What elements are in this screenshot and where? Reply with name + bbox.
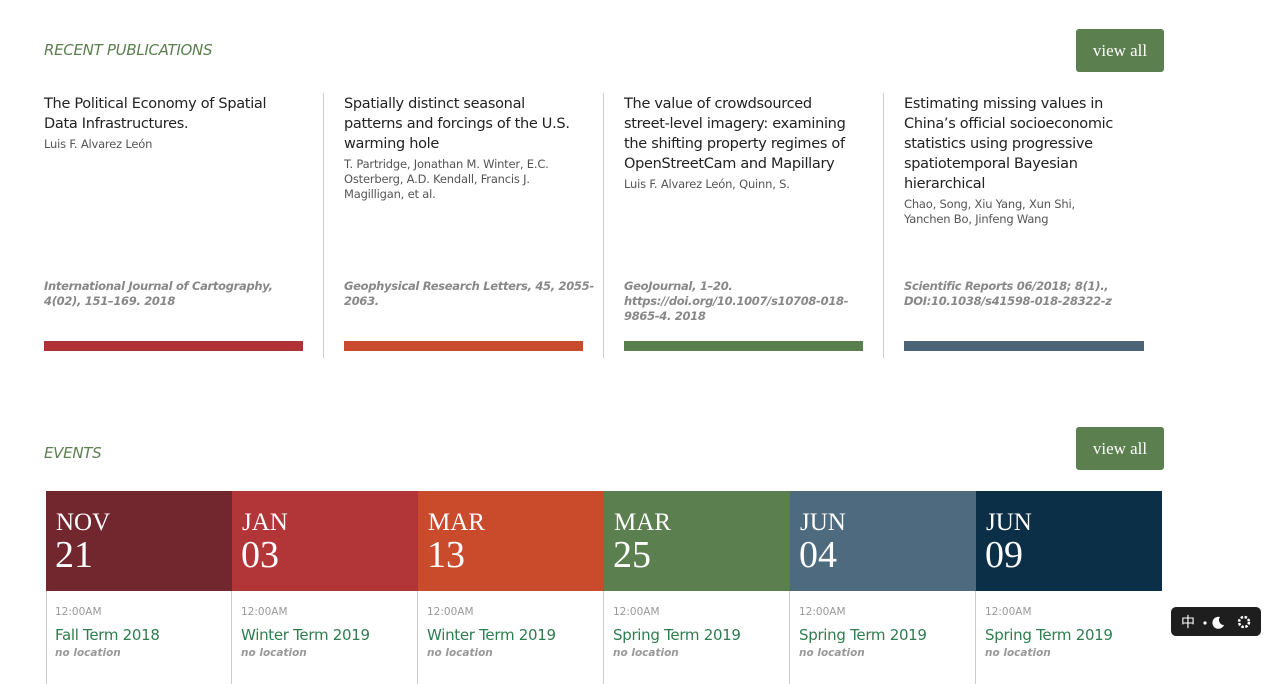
event-month: MAR xyxy=(614,509,671,536)
event-info: 12:00AM Spring Term 2019 no location xyxy=(985,606,1161,659)
column-divider xyxy=(883,93,884,358)
event-title[interactable]: Spring Term 2019 xyxy=(613,626,741,644)
event-info: 12:00AM Winter Term 2019 no location xyxy=(427,606,603,659)
event-day: 04 xyxy=(799,534,837,576)
event-location: no location xyxy=(799,647,865,659)
publication-authors: Luis F. Alvarez León xyxy=(44,137,153,151)
event-month: NOV xyxy=(56,509,111,536)
color-bar xyxy=(904,341,1144,351)
event-title[interactable]: Spring Term 2019 xyxy=(985,626,1113,644)
event-month: JUN xyxy=(986,509,1032,536)
publication-authors: Luis F. Alvarez León, Quinn, S. xyxy=(624,177,790,191)
event-date-tile[interactable]: JUN 04 xyxy=(790,491,976,591)
event-month: MAR xyxy=(428,509,485,536)
publication-citation: Scientific Reports 06/2018; 8(1)., DOI:1… xyxy=(904,279,1112,308)
event-month: JUN xyxy=(800,509,846,536)
publication-card[interactable]: The Political Economy of Spatial Data In… xyxy=(44,94,303,356)
column-divider xyxy=(231,591,232,684)
publication-authors: Chao, Song, Xiu Yang, Xun Shi, Yanchen B… xyxy=(904,197,1075,226)
event-day: 13 xyxy=(427,534,465,576)
publication-title[interactable]: Estimating missing values in China’s off… xyxy=(904,96,1114,192)
column-divider xyxy=(975,591,976,684)
publication-citation: International Journal of Cartography, 4(… xyxy=(44,279,273,308)
event-location: no location xyxy=(985,647,1051,659)
event-time: 12:00AM xyxy=(613,606,660,618)
event-title[interactable]: Winter Term 2019 xyxy=(427,626,556,644)
publication-title[interactable]: The value of crowdsourced street-level i… xyxy=(624,96,846,172)
view-all-button[interactable]: view all xyxy=(1076,427,1164,470)
event-time: 12:00AM xyxy=(985,606,1032,618)
color-bar xyxy=(44,341,303,351)
event-location: no location xyxy=(55,647,121,659)
publication-card[interactable]: The value of crowdsourced street-level i… xyxy=(624,94,882,356)
column-divider xyxy=(46,591,47,684)
event-date-tile[interactable]: MAR 13 xyxy=(418,491,604,591)
column-divider xyxy=(603,591,604,684)
event-month: JAN xyxy=(242,509,288,536)
event-time: 12:00AM xyxy=(427,606,474,618)
column-divider xyxy=(323,93,324,358)
color-bar xyxy=(624,341,863,351)
publication-card[interactable]: Spatially distinct seasonal patterns and… xyxy=(344,94,602,356)
event-info: 12:00AM Spring Term 2019 no location xyxy=(613,606,789,659)
event-date-tile[interactable]: JAN 03 xyxy=(232,491,418,591)
publication-citation: GeoJournal, 1–20. https://doi.org/10.100… xyxy=(624,279,849,323)
event-time: 12:00AM xyxy=(799,606,846,618)
column-divider xyxy=(789,591,790,684)
ime-mode[interactable]: 中 xyxy=(1181,615,1195,631)
publication-title[interactable]: Spatially distinct seasonal patterns and… xyxy=(344,96,570,152)
event-time: 12:00AM xyxy=(55,606,102,618)
event-title[interactable]: Winter Term 2019 xyxy=(241,626,370,644)
section-heading: RECENT PUBLICATIONS xyxy=(44,41,213,59)
event-location: no location xyxy=(613,647,679,659)
event-time: 12:00AM xyxy=(241,606,288,618)
event-location: no location xyxy=(427,647,493,659)
color-bar xyxy=(344,341,583,351)
event-location: no location xyxy=(241,647,307,659)
section-heading: EVENTS xyxy=(44,444,102,462)
event-info: 12:00AM Fall Term 2018 no location xyxy=(55,606,231,659)
event-info: 12:00AM Spring Term 2019 no location xyxy=(799,606,975,659)
event-date-tile[interactable]: MAR 25 xyxy=(604,491,790,591)
event-day: 25 xyxy=(613,534,651,576)
ime-toolbar[interactable]: 中 xyxy=(1171,607,1261,636)
publication-citation: Geophysical Research Letters, 45, 2055-2… xyxy=(344,279,594,308)
event-info: 12:00AM Winter Term 2019 no location xyxy=(241,606,417,659)
event-day: 03 xyxy=(241,534,279,576)
event-title[interactable]: Fall Term 2018 xyxy=(55,626,160,644)
ime-icons xyxy=(1203,615,1251,629)
column-divider xyxy=(417,591,418,684)
view-all-button[interactable]: view all xyxy=(1076,29,1164,72)
event-title[interactable]: Spring Term 2019 xyxy=(799,626,927,644)
event-date-tile[interactable]: JUN 09 xyxy=(976,491,1162,591)
event-day: 09 xyxy=(985,534,1023,576)
event-date-tile[interactable]: NOV 21 xyxy=(46,491,232,591)
column-divider xyxy=(603,93,604,358)
event-day: 21 xyxy=(55,534,93,576)
publication-card[interactable]: Estimating missing values in China’s off… xyxy=(904,94,1162,356)
publication-authors: T. Partridge, Jonathan M. Winter, E.C. O… xyxy=(344,157,549,201)
publication-title[interactable]: The Political Economy of Spatial Data In… xyxy=(44,96,267,132)
